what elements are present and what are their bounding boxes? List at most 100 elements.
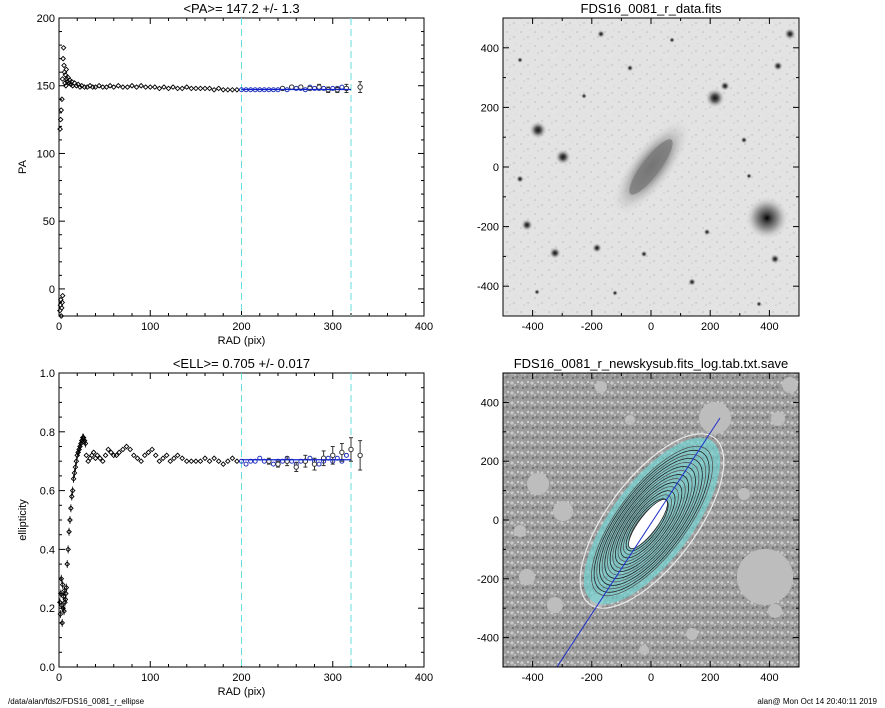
data-point: [61, 69, 68, 76]
x-tick-label: 200: [701, 321, 719, 333]
data-point: [94, 452, 101, 459]
isophote-model-panel: [503, 373, 799, 667]
data-point: [77, 443, 83, 450]
data-point: [130, 452, 137, 459]
isophote-ring: [615, 482, 683, 566]
data-point: [99, 84, 106, 90]
x-axis-label: RAD (pix): [218, 686, 266, 698]
outer-isophote: [579, 433, 725, 609]
x-tick-label: 0: [56, 672, 62, 684]
data-point: [65, 546, 71, 553]
data-point: [229, 455, 236, 462]
y-tick-label: 0.4: [40, 544, 55, 556]
fit-data-point: [243, 461, 249, 467]
data-point: [141, 452, 148, 459]
data-point: [193, 85, 199, 92]
data-point: [58, 575, 65, 582]
y-tick-label: 0.2: [40, 603, 55, 615]
data-point: [68, 493, 75, 500]
y-tick-label: 200: [37, 13, 55, 25]
data-point: [72, 464, 79, 470]
isophote-ring: [601, 462, 700, 583]
data-point: [138, 458, 144, 465]
x-tick-label: 400: [760, 672, 778, 684]
y-tick-label: 400: [481, 397, 499, 409]
data-point: [120, 84, 126, 90]
data-point: [220, 86, 227, 93]
panel-title: <ELL>= 0.705 +/- 0.017: [173, 356, 310, 371]
data-point: [133, 84, 140, 90]
data-point: [330, 452, 336, 459]
data-point: [123, 443, 130, 450]
x-axis-label: RAD (pix): [218, 335, 266, 347]
data-point: [156, 85, 163, 92]
data-point: [63, 584, 70, 591]
data-point: [57, 302, 64, 309]
data-point: [60, 44, 67, 51]
isophote-ring: [617, 486, 679, 562]
data-point: [80, 434, 87, 441]
data-point: [197, 85, 204, 92]
data-point: [229, 86, 236, 93]
data-point: [211, 455, 217, 462]
data-point: [73, 458, 80, 465]
data-point: [357, 84, 363, 90]
data-point: [105, 446, 112, 453]
galaxy-image: [503, 18, 799, 316]
x-tick-label: 200: [232, 672, 250, 684]
data-point: [74, 452, 81, 459]
ellipticity-profile-panel: <ELL>= 0.705 +/- 0.017 0 100 200 300 400 0.0 0.…: [17, 356, 433, 698]
data-point: [183, 458, 190, 465]
data-point: [71, 470, 78, 476]
y-tick-label: 0.0: [40, 662, 55, 674]
data-point: [220, 461, 227, 467]
data-point: [211, 86, 217, 93]
y-tick-label: 200: [481, 102, 499, 114]
data-point: [147, 84, 154, 90]
data-point: [57, 307, 63, 314]
x-tick-label: 200: [232, 321, 250, 333]
y-tick-label: 1.0: [40, 368, 55, 380]
data-point: [59, 96, 65, 103]
data-point: [58, 602, 65, 609]
data-point: [110, 452, 117, 459]
data-point: [63, 590, 69, 597]
data-point: [57, 116, 64, 123]
data-point: [156, 458, 163, 465]
data-point: [193, 458, 199, 465]
data-point: [152, 452, 159, 459]
data-point: [90, 449, 97, 456]
x-tick-label: 200: [701, 672, 719, 684]
fit-data-point: [339, 84, 345, 90]
data-point: [59, 581, 66, 588]
data-point: [63, 82, 69, 89]
data-point: [167, 458, 174, 465]
data-point: [215, 458, 222, 465]
data-point: [316, 84, 322, 90]
data-point: [69, 487, 76, 494]
data-point: [288, 84, 295, 90]
data-point: [202, 85, 208, 92]
data-point: [59, 299, 66, 306]
data-point: [66, 528, 72, 535]
x-tick-label: 400: [415, 672, 433, 684]
fit-data-point: [293, 85, 299, 91]
isophote-ring: [620, 490, 676, 559]
y-axis-label: ellipticity: [17, 499, 29, 541]
data-point: [97, 455, 103, 462]
data-point: [58, 313, 65, 319]
x-tick-label: -200: [581, 321, 603, 333]
data-point: [234, 86, 240, 93]
isophote-ring: [612, 478, 686, 569]
data-point: [108, 449, 114, 456]
data-point: [188, 85, 195, 92]
data-point: [120, 446, 126, 453]
footer-stamp: alan@ Mon Oct 14 20:40:11 2019: [757, 697, 877, 706]
data-point: [275, 461, 281, 467]
data-point: [81, 84, 88, 90]
data-point: [75, 449, 81, 456]
x-tick-label: 400: [760, 321, 778, 333]
data-point: [224, 86, 231, 93]
data-point: [127, 446, 134, 453]
